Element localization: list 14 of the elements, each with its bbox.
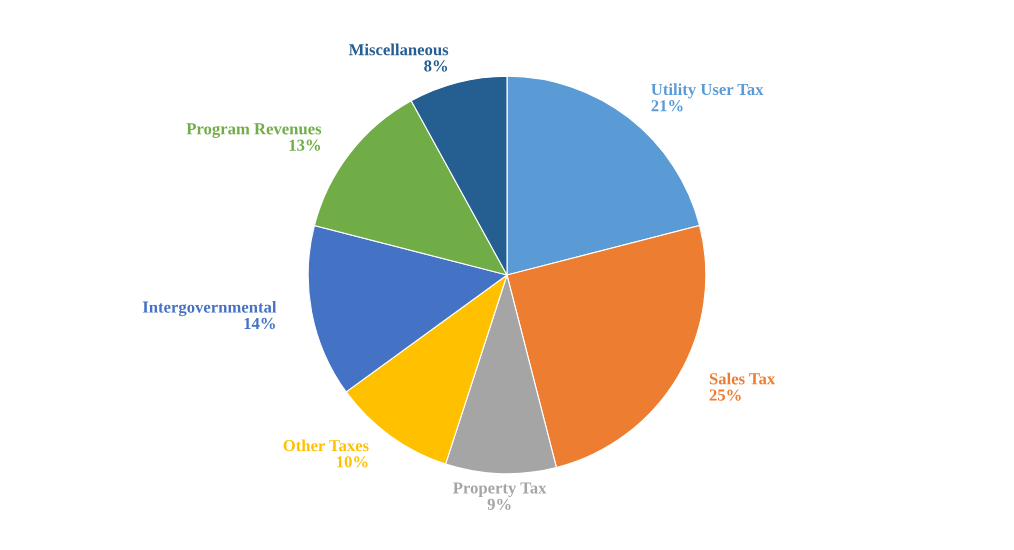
data-label: 10%: [337, 456, 368, 468]
data-label: 9%: [487, 498, 511, 510]
data-label: 21%: [651, 100, 683, 112]
data-label: 14%: [244, 317, 275, 330]
slice-label: Utility User Tax: [651, 83, 764, 99]
slice-label: Intergovernmental: [142, 300, 277, 317]
slice-label: Property Tax: [453, 482, 547, 498]
slice-label: Program Revenues: [186, 123, 322, 138]
data-label: 25%: [709, 389, 741, 401]
slice-label: Other Taxes: [283, 439, 369, 452]
data-label: 13%: [289, 139, 321, 151]
data-label: 8%: [424, 60, 448, 72]
slice-label: Sales Tax: [709, 372, 776, 385]
slice-label: Miscellaneous: [348, 43, 449, 56]
